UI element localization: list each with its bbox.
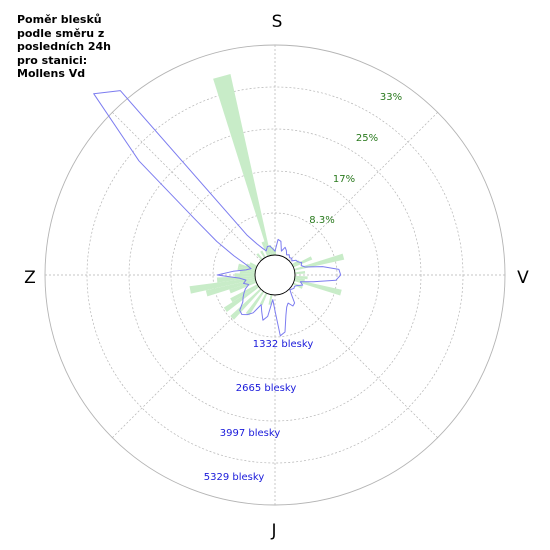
grid-spoke (112, 288, 262, 438)
percent-bar (216, 275, 256, 283)
percent-bar (230, 288, 262, 320)
percent-ring-label: 25% (356, 133, 378, 144)
count-ring-label: 2665 blesky (236, 383, 297, 394)
percent-bar (234, 273, 256, 277)
percent-bar (292, 256, 313, 268)
percent-bar (259, 292, 268, 306)
title-line: pro stanici: (17, 53, 88, 67)
percent-bar (294, 277, 305, 282)
percent-bar (245, 290, 265, 316)
title-line: posledních 24h (17, 40, 112, 53)
percent-bar (223, 285, 260, 312)
percent-bar (268, 245, 273, 256)
percent-bar (256, 253, 263, 261)
percent-bar (294, 275, 308, 280)
percent-bar (213, 74, 271, 256)
percent-bar (294, 271, 306, 275)
grid-spoke (288, 288, 438, 438)
grid-spoke (288, 112, 438, 262)
percent-ring-label: 17% (333, 174, 355, 185)
direction-label-south: J (270, 521, 276, 541)
percent-bar (229, 281, 257, 294)
percent-ring-label: 33% (380, 92, 402, 103)
direction-label-west: Z (24, 268, 36, 288)
center-hole (254, 254, 296, 296)
percent-bar (294, 279, 342, 296)
grid-spoke (112, 112, 262, 262)
count-ring-label: 3997 blesky (220, 428, 281, 439)
polar-grid (44, 44, 506, 506)
percent-bar (189, 277, 256, 294)
percent-bar (239, 270, 256, 275)
percent-bar (249, 262, 258, 268)
title-line: Poměr blesků (17, 13, 102, 26)
percent-bar (246, 263, 257, 269)
direction-label-east: V (517, 268, 529, 288)
percent-bar (294, 253, 345, 271)
percent-bar (261, 241, 269, 257)
title-line: podle směru z (17, 26, 105, 40)
title-line: Mollens Vd (17, 67, 86, 80)
count-ring-label: 5329 blesky (204, 472, 265, 483)
percent-ring-label: 8.3% (309, 215, 334, 226)
chart-title: Poměr blesků podle směru z posledních 24… (17, 13, 137, 81)
percent-bar (260, 250, 266, 259)
percent-bar (268, 294, 273, 305)
count-series (93, 90, 342, 337)
count-ring-label: 1332 blesky (253, 339, 314, 350)
count-line (93, 90, 342, 337)
direction-label-north: S (272, 12, 283, 32)
